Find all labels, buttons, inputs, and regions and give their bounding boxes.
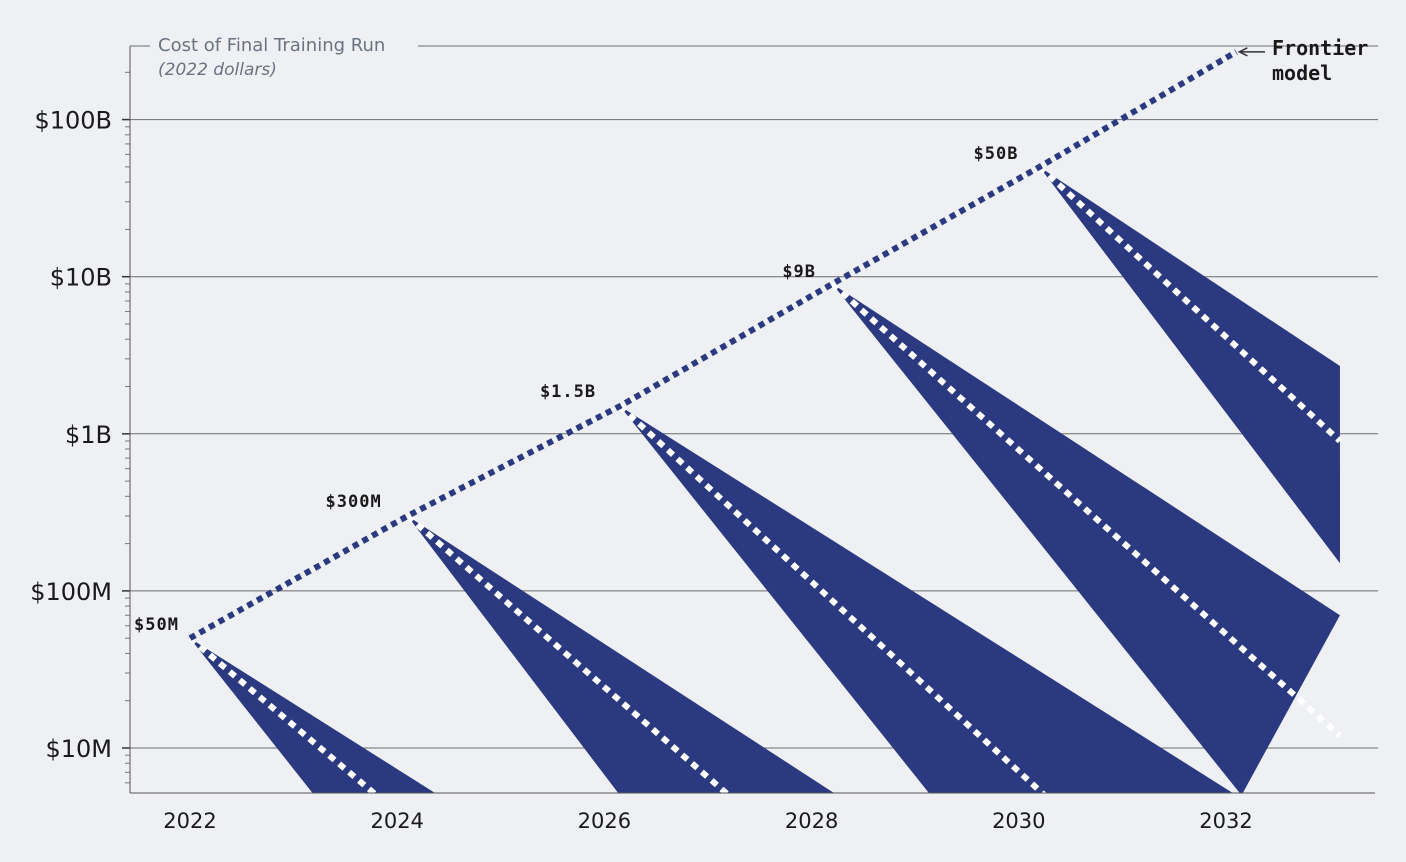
annotation-label: $1.5B xyxy=(540,382,596,402)
cones-layer xyxy=(188,164,1342,793)
annotation-label: $50B xyxy=(974,144,1019,164)
x-tick-label: 2028 xyxy=(785,809,838,833)
x-tick-label: 2030 xyxy=(992,809,1045,833)
y-tick-label: $100B xyxy=(34,107,112,135)
y-tick-label: $100M xyxy=(30,578,112,606)
annotation-label: $50M xyxy=(134,615,179,635)
cone-midline-4 xyxy=(830,281,1342,738)
cone-1 xyxy=(190,638,436,793)
y-tick-label: $10M xyxy=(45,735,112,763)
annotation-label: $9B xyxy=(782,262,816,282)
cone-midline-1 xyxy=(188,635,379,793)
x-tick-label: 2022 xyxy=(163,809,216,833)
cone-midline-5 xyxy=(1037,164,1342,444)
x-tick-label: 2032 xyxy=(1199,809,1252,833)
y-tick-label: $1B xyxy=(65,421,112,449)
cone-3 xyxy=(619,406,1233,793)
axes-layer: $10M $100M $1B $10B $100B 2022 2024 2026 2028 203… xyxy=(30,46,1375,833)
y-tick-label: $10B xyxy=(50,264,112,292)
legend-label: Frontier xyxy=(1272,36,1368,60)
cone-midline-2 xyxy=(405,513,731,793)
cone-2 xyxy=(407,515,834,793)
chart-subtitle: (2022 dollars) xyxy=(158,60,277,80)
legend-label: model xyxy=(1272,61,1332,85)
x-tick-label: 2026 xyxy=(578,809,631,833)
legend-arrowhead-icon xyxy=(1237,47,1248,57)
chart-title: Cost of Final Training Run xyxy=(158,35,385,56)
cone-4 xyxy=(832,283,1340,793)
annotation-label: $300M xyxy=(326,492,382,512)
cone-5 xyxy=(1039,166,1340,564)
x-tick-label: 2024 xyxy=(370,809,423,833)
minor-ticks xyxy=(125,71,130,784)
cone-midline-3 xyxy=(617,403,1047,793)
